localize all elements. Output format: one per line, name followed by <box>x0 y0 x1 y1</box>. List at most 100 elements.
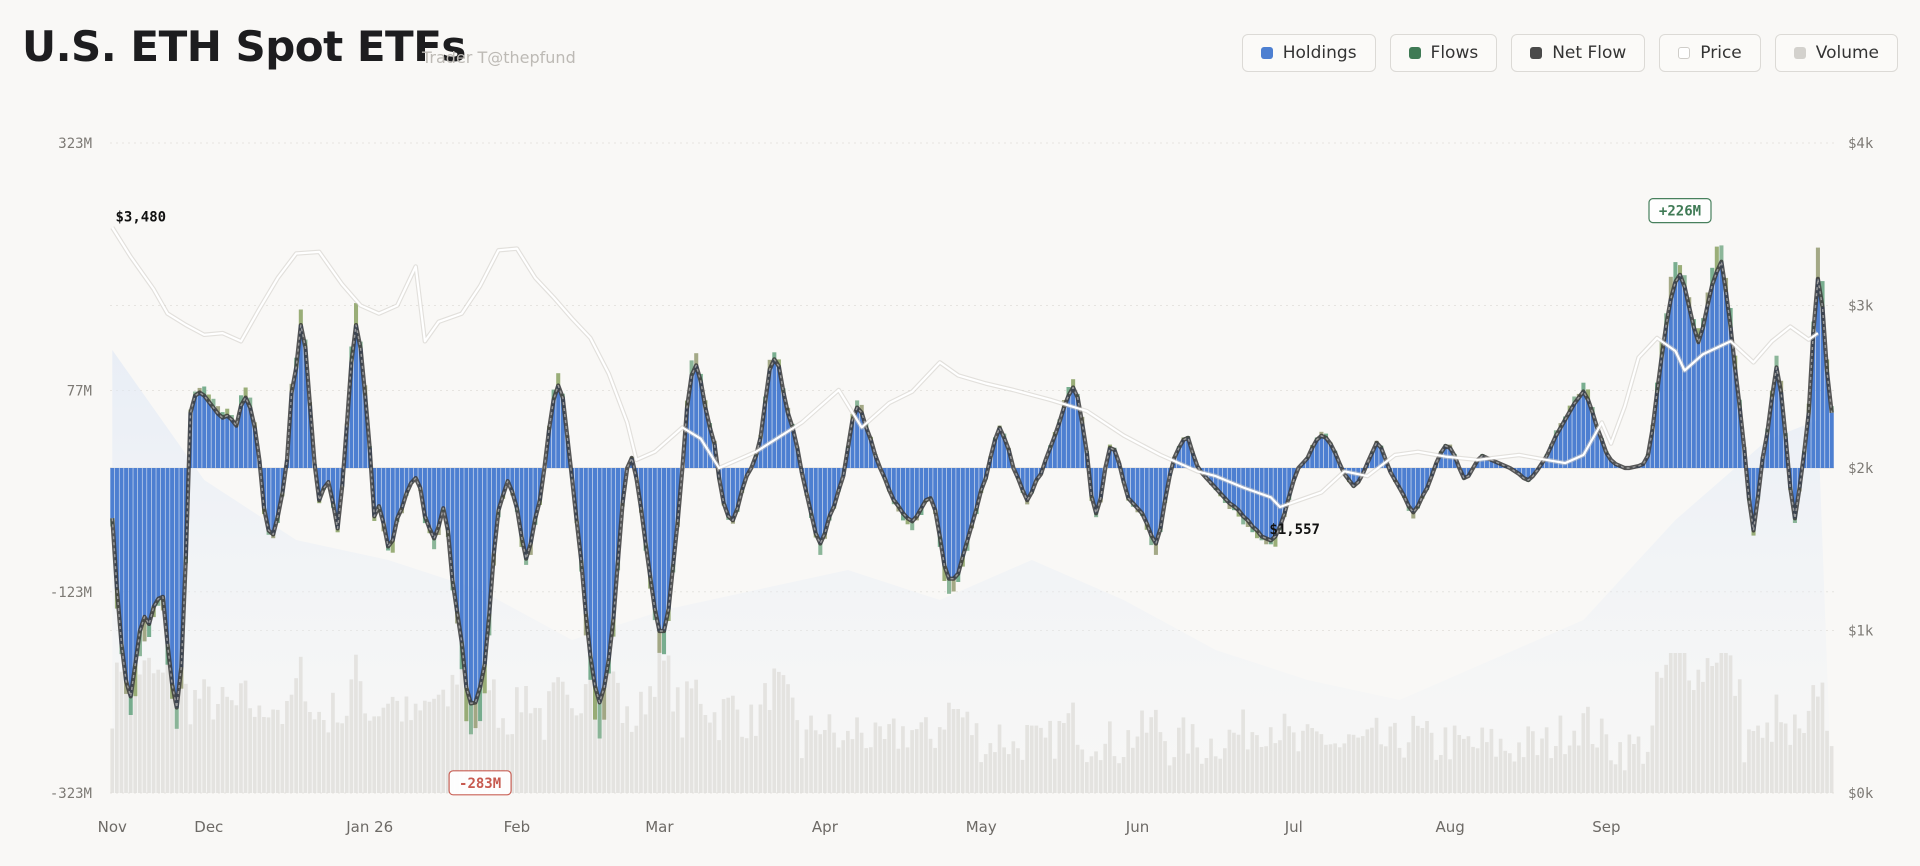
volume-bar <box>1512 761 1517 793</box>
holdings-bar <box>864 427 869 468</box>
volume-bar <box>1195 747 1200 793</box>
holdings-bar <box>1025 468 1030 501</box>
volume-bar <box>386 703 390 793</box>
holdings-bar <box>970 468 975 525</box>
volume-swatch-icon <box>1793 47 1806 59</box>
volume-bar <box>781 675 786 793</box>
volume-bar <box>634 725 639 793</box>
volume-bar <box>1255 735 1259 793</box>
holdings-bar <box>1604 452 1609 468</box>
holdings-bar <box>1393 468 1398 481</box>
volume-bar <box>1420 728 1425 793</box>
volume-bar <box>128 653 133 793</box>
volume-bar <box>841 740 846 793</box>
volume-bar <box>1641 763 1645 793</box>
volume-bar <box>869 747 873 793</box>
volume-bar <box>556 677 560 793</box>
holdings-bar <box>740 468 745 491</box>
volume-bar <box>450 674 455 793</box>
holdings-bar <box>979 468 984 491</box>
volume-bar <box>1816 696 1820 793</box>
volume-bar <box>1829 746 1834 793</box>
x-tick-label: Jun <box>1125 818 1149 836</box>
volume-bar <box>165 653 170 793</box>
legend-holdings-button[interactable]: Holdings <box>1241 34 1376 72</box>
holdings-bar <box>432 468 437 539</box>
holdings-bar <box>891 468 896 501</box>
volume-bar <box>1489 728 1494 793</box>
volume-bar <box>983 754 988 793</box>
legend-flows-button[interactable]: Flows <box>1389 34 1498 72</box>
volume-bar <box>1576 745 1581 793</box>
volume-bar <box>1397 747 1402 793</box>
holdings-bar <box>386 468 391 547</box>
holdings-bar <box>1415 468 1420 507</box>
holdings-bar <box>910 468 915 522</box>
volume-bar <box>1439 755 1443 793</box>
volume-bar <box>1374 717 1379 793</box>
holdings-bar <box>225 415 230 468</box>
volume-bar <box>340 723 344 793</box>
volume-bar <box>349 679 354 793</box>
holdings-bar <box>1310 447 1315 468</box>
holdings-bar <box>1659 357 1664 468</box>
flows-bar <box>556 373 561 386</box>
holdings-bar <box>708 427 713 468</box>
holdings-bar <box>1696 342 1701 468</box>
flows-bar <box>597 702 602 739</box>
holdings-bar <box>1563 419 1568 468</box>
volume-bar <box>1774 694 1779 793</box>
volume-bar <box>804 729 809 793</box>
flows-bar <box>482 664 487 694</box>
volume-bar <box>1820 682 1825 793</box>
volume-bar <box>179 653 184 793</box>
holdings-bar <box>1678 274 1683 468</box>
volume-bar <box>1264 746 1268 793</box>
volume-bar <box>666 655 671 793</box>
page-title: U.S. ETH Spot ETFs <box>22 22 466 71</box>
volume-bar <box>1668 653 1673 793</box>
volume-bar <box>1402 757 1406 793</box>
volume-bar <box>1098 760 1103 793</box>
holdings-bar <box>1553 435 1558 468</box>
holdings-bar <box>942 468 947 566</box>
volume-bar <box>1636 736 1641 793</box>
holdings-bar <box>1397 468 1402 489</box>
holdings-bar <box>1250 468 1255 527</box>
volume-bar <box>225 696 229 793</box>
holdings-bar <box>1599 439 1604 468</box>
holdings-bar <box>1682 286 1687 468</box>
volume-bar <box>1742 762 1747 793</box>
volume-bar <box>184 683 188 793</box>
holdings-bar <box>896 468 901 507</box>
volume-bar <box>1186 753 1190 793</box>
volume-bar <box>358 681 363 793</box>
holdings-bar <box>1324 437 1329 468</box>
legend-price-button[interactable]: Price <box>1659 34 1761 72</box>
volume-bar <box>1167 765 1172 793</box>
legend-netflow-button[interactable]: Net Flow <box>1511 34 1646 72</box>
holdings-bar <box>850 419 855 468</box>
volume-bar <box>363 713 367 793</box>
holdings-bar <box>1190 452 1195 468</box>
volume-bar <box>1811 685 1816 793</box>
holdings-bar <box>1282 468 1287 514</box>
holdings-bar <box>1186 437 1191 468</box>
holdings-bar <box>1075 397 1080 468</box>
volume-bar <box>1751 731 1756 793</box>
holdings-bar <box>758 437 763 468</box>
left-y-tick-label: 77M <box>67 384 92 400</box>
flows-bar <box>593 686 598 720</box>
volume-bar <box>1043 737 1048 793</box>
holdings-bar <box>1576 397 1581 468</box>
flows-bar <box>432 538 437 550</box>
volume-bar <box>832 732 836 793</box>
volume-bar <box>1232 732 1236 793</box>
holdings-bar <box>289 392 294 468</box>
holdings-bar <box>1701 327 1706 468</box>
legend-volume-button[interactable]: Volume <box>1774 34 1898 72</box>
page-subtitle: Trader T@thepfund <box>422 48 576 67</box>
volume-bar <box>754 735 758 793</box>
holdings-bar <box>179 468 184 668</box>
holdings-bar <box>174 468 179 708</box>
